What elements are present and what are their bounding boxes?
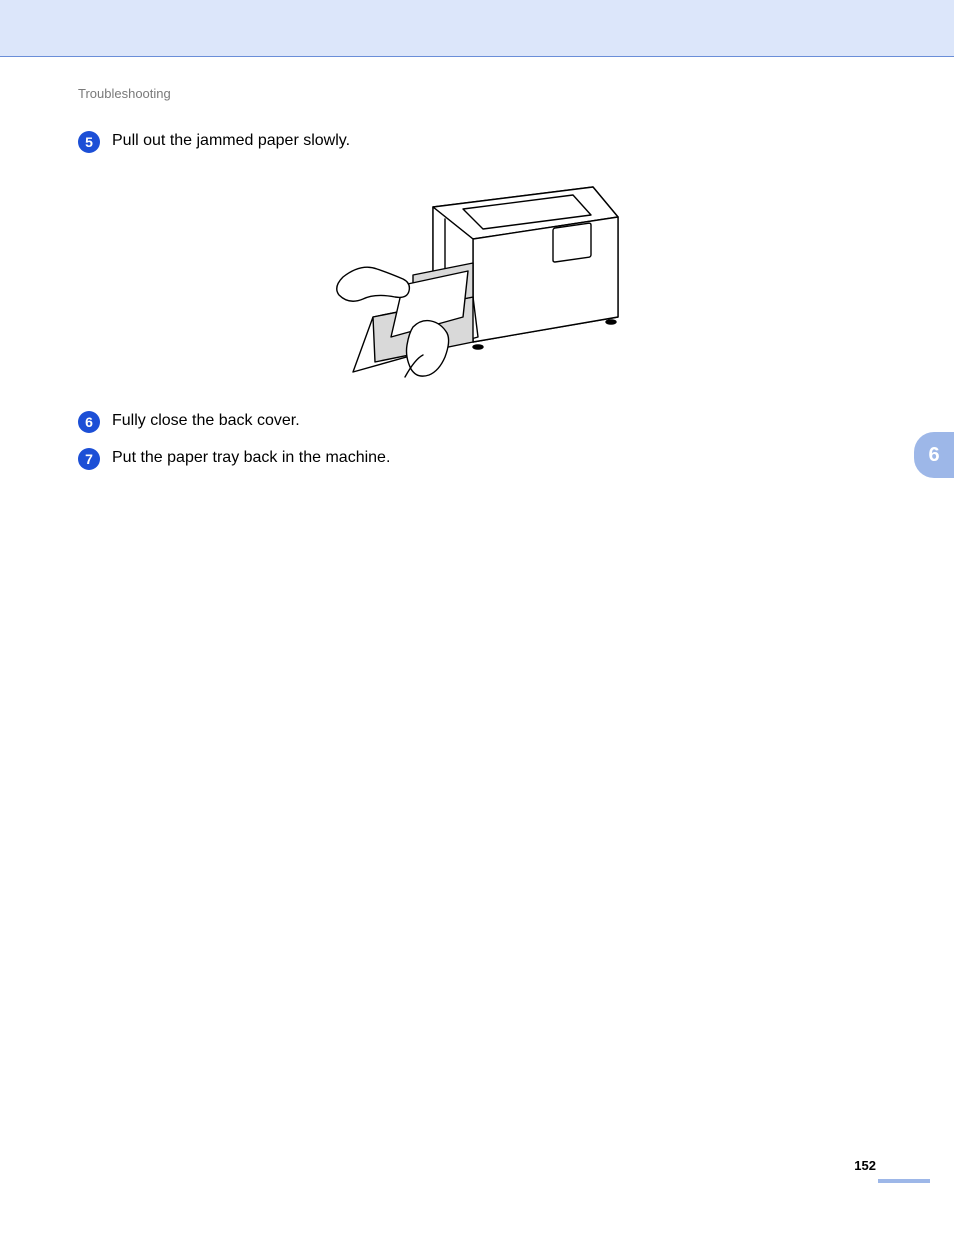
page-number-accent-bar (878, 1179, 930, 1183)
page-content: 5 Pull out the jammed paper slowly. (78, 130, 878, 484)
step-text: Fully close the back cover. (112, 410, 300, 432)
step-text: Put the paper tray back in the machine. (112, 447, 390, 469)
step-number-badge: 6 (78, 411, 100, 433)
chapter-tab: 6 (914, 432, 954, 478)
top-header-bar (0, 0, 954, 57)
step-item: 6 Fully close the back cover. (78, 410, 878, 433)
step-number-badge: 5 (78, 131, 100, 153)
page-number: 152 (854, 1158, 876, 1173)
breadcrumb: Troubleshooting (78, 86, 171, 101)
step-item: 5 Pull out the jammed paper slowly. (78, 130, 878, 153)
step-text: Pull out the jammed paper slowly. (112, 130, 350, 152)
step-number-badge: 7 (78, 448, 100, 470)
figure-container (78, 167, 878, 392)
printer-illustration (313, 167, 643, 392)
step-item: 7 Put the paper tray back in the machine… (78, 447, 878, 470)
